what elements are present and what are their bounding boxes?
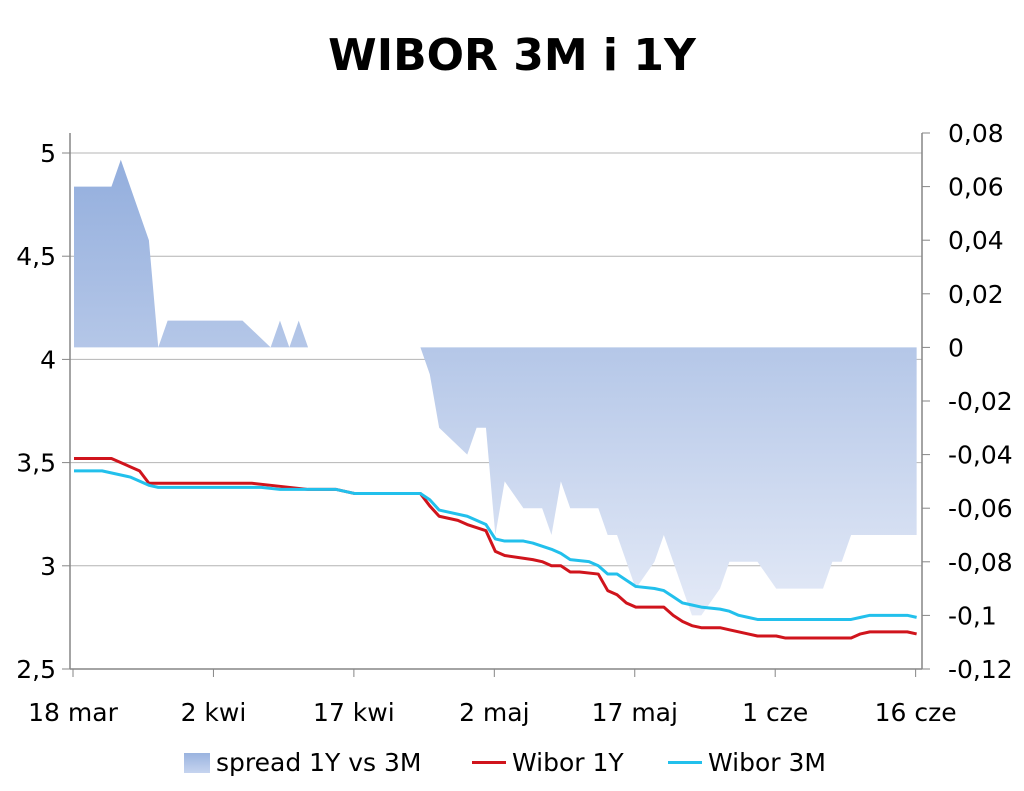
legend: spread 1Y vs 3M Wibor 1Y Wibor 3M (0, 748, 1024, 788)
y-left-tick-label: 3 (40, 552, 56, 581)
x-tick-label: 2 maj (459, 698, 529, 727)
y-right-tick-label: 0 (948, 333, 964, 362)
y-left-tick-label: 4,5 (16, 242, 56, 271)
y-right-tick-label: -0,12 (948, 655, 1013, 684)
x-tick-label: 18 mar (28, 698, 118, 727)
y-right-tick-label: -0,04 (948, 441, 1013, 470)
tick-labels: 5 4,5 4 3,5 3 2,5 0,08 0,06 0,04 0,02 0 -0,02 -0,04 -… (16, 119, 1012, 727)
y-right-tick-label: 0,02 (948, 280, 1004, 309)
legend-label-wibor-3m: Wibor 3M (708, 748, 826, 777)
legend-item-wibor-3m: Wibor 3M (668, 748, 826, 777)
legend-swatch-area (184, 752, 210, 773)
y-right-tick-label: 0,04 (948, 226, 1004, 255)
y-left-tick-label: 2,5 (16, 655, 56, 684)
spread-area-layer (74, 159, 917, 616)
chart-title: WIBOR 3M i 1Y (328, 30, 696, 81)
chart-canvas: 5 4,5 4 3,5 3 2,5 0,08 0,06 0,04 0,02 0 -0,02 -0,04 -… (16, 119, 1012, 727)
series-area-spread (74, 159, 917, 616)
y-right-tick-label: 0,06 (948, 173, 1004, 202)
y-right-tick-label: -0,1 (948, 601, 997, 630)
line-series-layer (74, 456, 917, 640)
x-tick-label: 2 kwi (181, 698, 247, 727)
series-line-wibor-3m (74, 469, 917, 621)
y-left-tick-label: 5 (40, 139, 56, 168)
legend-item-wibor-1y: Wibor 1Y (472, 748, 624, 777)
x-tick-label: 17 maj (592, 698, 678, 727)
axes (62, 132, 930, 677)
legend-swatch-wibor-3m (668, 761, 702, 764)
legend-item-spread: spread 1Y vs 3M (184, 748, 422, 777)
y-left-tick-label: 3,5 (16, 449, 56, 478)
x-tick-label: 17 kwi (313, 698, 395, 727)
y-right-tick-label: -0,06 (948, 494, 1013, 523)
x-tick-label: 1 cze (742, 698, 808, 727)
legend-swatch-wibor-1y (472, 761, 506, 764)
y-right-tick-label: -0,08 (948, 548, 1013, 577)
legend-label-spread: spread 1Y vs 3M (216, 748, 422, 777)
y-right-tick-label: -0,02 (948, 387, 1013, 416)
legend-label-wibor-1y: Wibor 1Y (512, 748, 624, 777)
y-left-tick-label: 4 (40, 345, 56, 374)
x-tick-label: 16 cze (875, 698, 957, 727)
y-right-tick-label: 0,08 (948, 119, 1004, 148)
